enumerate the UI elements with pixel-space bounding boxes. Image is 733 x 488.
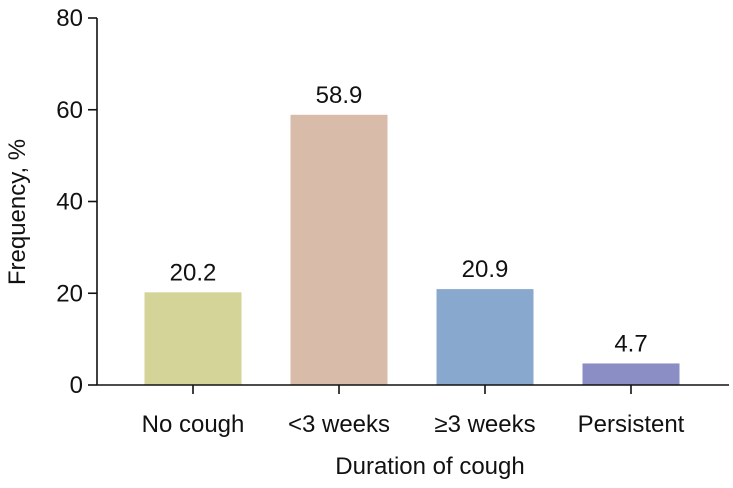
bar bbox=[436, 289, 534, 385]
bars-group bbox=[144, 114, 680, 385]
y-tick-label: 60 bbox=[56, 97, 83, 124]
data-labels-group: 20.2 58.9 20.9 4.7 bbox=[170, 82, 648, 358]
x-tick-label: No cough bbox=[142, 411, 245, 438]
x-axis: No cough <3 weeks ≥3 weeks Persistent bbox=[97, 384, 729, 438]
y-tick-label: 0 bbox=[70, 372, 83, 399]
bar-value-label: 20.2 bbox=[170, 259, 217, 286]
x-tick-label: Persistent bbox=[578, 411, 685, 438]
y-tick-label: 80 bbox=[56, 5, 83, 32]
y-tick-label: 40 bbox=[56, 189, 83, 216]
x-tick-label: ≥3 weeks bbox=[434, 411, 535, 438]
bar bbox=[290, 114, 388, 385]
bar-value-label: 4.7 bbox=[614, 330, 647, 357]
bar bbox=[144, 292, 242, 385]
y-tick-label: 20 bbox=[56, 280, 83, 307]
bar-value-label: 58.9 bbox=[316, 82, 363, 109]
x-axis-title: Duration of cough bbox=[335, 453, 524, 480]
bar bbox=[582, 363, 680, 385]
x-tick-label: <3 weeks bbox=[288, 411, 390, 438]
bar-value-label: 20.9 bbox=[462, 256, 509, 283]
y-axis-title: Frequency, % bbox=[4, 139, 31, 285]
y-axis: 0 20 40 60 80 bbox=[56, 5, 98, 399]
